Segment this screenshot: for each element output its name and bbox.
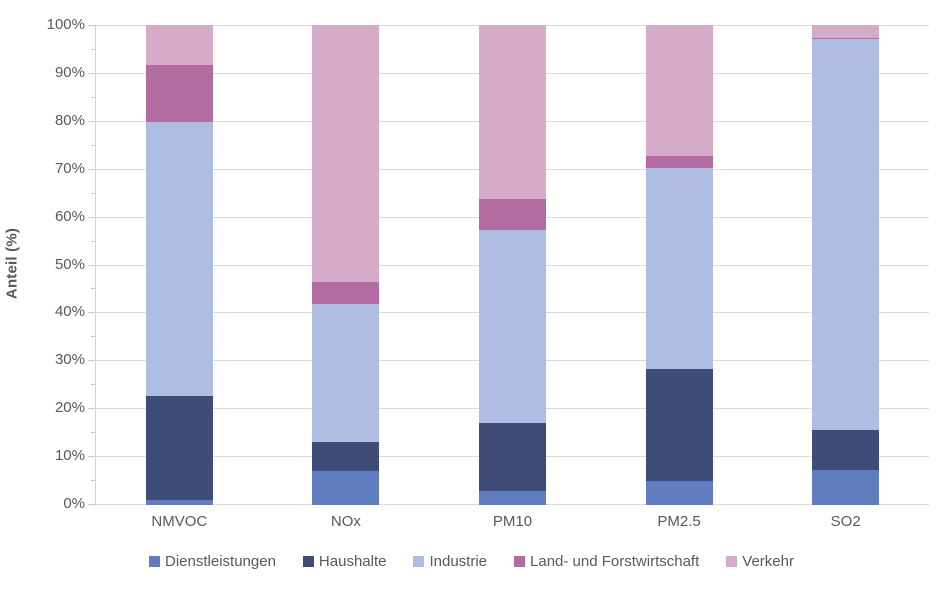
y-major-tick bbox=[88, 121, 95, 122]
bar-segment bbox=[645, 156, 713, 168]
bar-segment bbox=[812, 469, 880, 505]
bar-segment bbox=[312, 442, 380, 472]
bar-slot-pm10 bbox=[429, 25, 596, 505]
bar-segment bbox=[145, 25, 213, 65]
y-major-tick bbox=[88, 504, 95, 505]
legend-item: Dienstleistungen bbox=[149, 553, 276, 570]
bar-pm10 bbox=[478, 25, 546, 505]
bar-slot-nox bbox=[263, 25, 430, 505]
bar-segment bbox=[312, 471, 380, 505]
bar-pm2.5 bbox=[645, 25, 713, 505]
y-minor-tick bbox=[91, 288, 95, 289]
y-tick-label: 50% bbox=[54, 256, 85, 273]
y-tick-label: 40% bbox=[54, 303, 85, 320]
y-major-tick bbox=[88, 217, 95, 218]
legend-item: Verkehr bbox=[726, 553, 794, 570]
bar-slot-pm2.5 bbox=[596, 25, 763, 505]
legend-label: Verkehr bbox=[742, 553, 794, 570]
x-tick-label: NOx bbox=[330, 513, 361, 530]
y-tick-labels: 0% 10% 20% 30% 40% 50% 60% 70% 80% 90% 100% bbox=[0, 16, 85, 512]
plot-area bbox=[96, 25, 929, 505]
y-tick-label: 100% bbox=[46, 16, 85, 33]
bar-slot-so2 bbox=[762, 25, 929, 505]
bar-segment bbox=[478, 423, 546, 491]
legend: Dienstleistungen Haushalte Industrie Land- … bbox=[0, 553, 943, 570]
y-minor-tick bbox=[91, 384, 95, 385]
legend-item: Land- und Forstwirtschaft bbox=[514, 553, 699, 570]
y-tick-label: 20% bbox=[54, 399, 85, 416]
bar-slot-nmvoc bbox=[96, 25, 263, 505]
legend-label: Land- und Forstwirtschaft bbox=[530, 553, 700, 570]
bar-segment bbox=[478, 490, 546, 505]
x-tick-label: PM2.5 bbox=[657, 513, 701, 530]
bar-segment bbox=[812, 429, 880, 470]
bar-segment bbox=[312, 304, 380, 443]
legend-item: Industrie bbox=[413, 553, 487, 570]
x-axis-labels: NMVOC NOx PM10 PM2.5 SO2 bbox=[96, 513, 929, 530]
y-tick-label: 90% bbox=[54, 64, 85, 81]
bars-row bbox=[96, 25, 929, 505]
y-minor-tick bbox=[91, 145, 95, 146]
y-major-tick bbox=[88, 265, 95, 266]
y-major-tick bbox=[88, 360, 95, 361]
y-axis-ticks bbox=[88, 25, 95, 505]
y-tick-label: 60% bbox=[54, 208, 85, 225]
legend-label: Industrie bbox=[429, 553, 488, 570]
y-axis-line bbox=[95, 25, 96, 506]
bar-nmvoc bbox=[145, 25, 213, 505]
bar-segment bbox=[145, 500, 213, 505]
bar-segment bbox=[478, 25, 546, 199]
bar-segment bbox=[645, 480, 713, 505]
legend-swatch bbox=[726, 556, 738, 567]
legend-swatch bbox=[302, 556, 314, 567]
x-tick-label: NMVOC bbox=[151, 513, 208, 530]
bar-segment bbox=[145, 395, 213, 501]
y-minor-tick bbox=[91, 49, 95, 50]
y-major-tick bbox=[88, 456, 95, 457]
bar-segment bbox=[812, 37, 880, 40]
bar-segment bbox=[812, 25, 880, 38]
legend-swatch bbox=[149, 556, 161, 567]
x-tick-label: SO2 bbox=[830, 513, 861, 530]
y-minor-tick bbox=[91, 97, 95, 98]
bar-segment bbox=[478, 198, 546, 231]
y-tick-label: 70% bbox=[54, 160, 85, 177]
y-tick-label: 30% bbox=[54, 351, 85, 368]
y-major-tick bbox=[88, 73, 95, 74]
bar-segment bbox=[145, 122, 213, 396]
y-tick-label: 0% bbox=[63, 495, 85, 512]
y-major-tick bbox=[88, 408, 95, 409]
legend-swatch bbox=[413, 556, 425, 567]
legend-label: Dienstleistungen bbox=[165, 553, 276, 570]
legend-label: Haushalte bbox=[318, 553, 387, 570]
bar-segment bbox=[812, 39, 880, 430]
y-minor-tick bbox=[91, 336, 95, 337]
y-major-tick bbox=[88, 312, 95, 313]
y-major-tick bbox=[88, 25, 95, 26]
bar-segment bbox=[145, 64, 213, 123]
y-major-tick bbox=[88, 169, 95, 170]
x-tick-label: PM10 bbox=[492, 513, 533, 530]
legend-item: Haushalte bbox=[302, 553, 387, 570]
y-minor-tick bbox=[91, 193, 95, 194]
bar-segment bbox=[645, 369, 713, 481]
bar-segment bbox=[312, 281, 380, 305]
bar-segment bbox=[478, 230, 546, 424]
y-tick-label: 80% bbox=[54, 112, 85, 129]
y-minor-tick bbox=[91, 241, 95, 242]
legend-swatch bbox=[514, 556, 526, 567]
y-minor-tick bbox=[91, 480, 95, 481]
bar-so2 bbox=[812, 25, 880, 505]
bar-segment bbox=[645, 167, 713, 370]
y-minor-tick bbox=[91, 432, 95, 433]
y-tick-label: 10% bbox=[54, 447, 85, 464]
bar-nox bbox=[312, 25, 380, 505]
bar-segment bbox=[645, 25, 713, 157]
bar-segment bbox=[312, 25, 380, 282]
